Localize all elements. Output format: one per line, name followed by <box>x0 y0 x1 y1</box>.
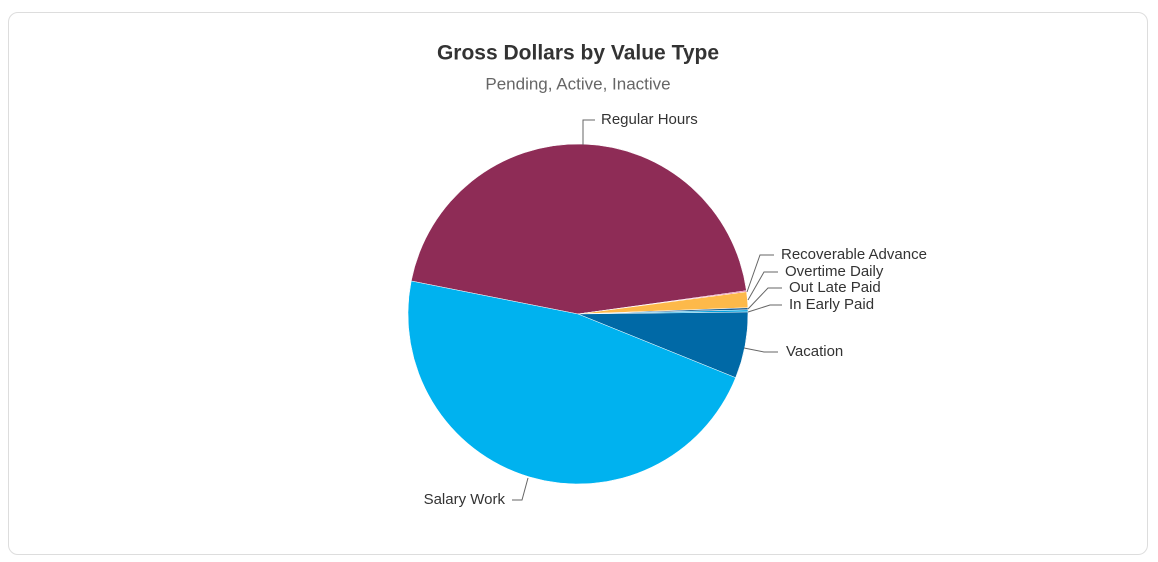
slice-label: Vacation <box>786 343 843 360</box>
label-connector <box>746 254 774 293</box>
slice-label: Regular Hours <box>601 111 698 128</box>
slice-label: In Early Paid <box>789 296 874 313</box>
chart-card <box>8 12 1148 555</box>
label-connector <box>743 347 778 353</box>
label-connector <box>582 119 595 145</box>
chart-subtitle: Pending, Active, Inactive <box>485 74 670 93</box>
label-connector <box>747 287 782 310</box>
slice-label: Overtime Daily <box>785 263 884 280</box>
label-connector <box>512 477 529 501</box>
label-connector <box>747 271 778 301</box>
slice-label: Recoverable Advance <box>781 246 927 263</box>
pie-slice <box>407 280 736 485</box>
chart-title: Gross Dollars by Value Type <box>437 42 719 65</box>
slice-label: Out Late Paid <box>789 279 881 296</box>
pie-slice <box>410 143 747 315</box>
label-connector <box>747 304 782 313</box>
slice-label: Salary Work <box>424 491 506 508</box>
